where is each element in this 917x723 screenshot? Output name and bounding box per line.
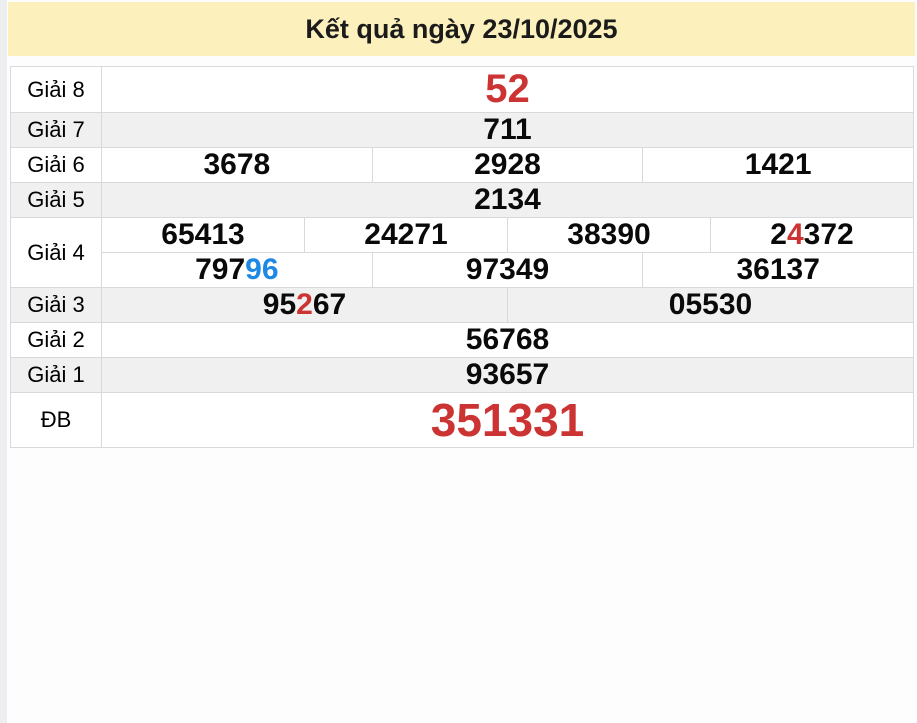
prize-line: 351331 [102, 393, 913, 447]
prize-values-giai-8: 52 [102, 67, 913, 112]
prize-number-cell: 93657 [102, 358, 913, 392]
prize-label-db: ĐB [11, 393, 102, 447]
prize-number-segment: 2928 [474, 148, 541, 181]
prize-row-giai-7: Giải 7 711 [11, 113, 913, 148]
prize-number-segment: 97349 [465, 253, 550, 286]
prize-number-cell: 65413 [102, 218, 304, 252]
prize-number-cell: 2134 [102, 183, 913, 217]
prize-line: 95 2 67 05530 [102, 288, 913, 322]
prize-number-segment: 3678 [203, 148, 271, 181]
prize-number-segment: 56768 [465, 323, 550, 356]
prize-values-db: 351331 [102, 393, 913, 447]
prize-number-cell: 797 96 [102, 253, 372, 287]
prize-number-segment: 2134 [474, 183, 541, 216]
prize-line: 52 [102, 67, 913, 112]
prize-row-db: ĐB 351331 [11, 393, 913, 448]
prize-number-segment: 93657 [465, 358, 550, 391]
prize-values-giai-7: 711 [102, 113, 913, 147]
prize-number-segment: 96 [245, 253, 279, 286]
prize-row-giai-4: Giải 4 65413 24271 38390 2 4 372 797 96 97349 3613… [11, 218, 913, 288]
prize-number-cell: 36137 [642, 253, 913, 287]
prize-number-cell: 3678 [102, 148, 372, 182]
prize-label-giai-8: Giải 8 [11, 67, 102, 112]
prize-label-giai-7: Giải 7 [11, 113, 102, 147]
prize-number-cell: 95 2 67 [102, 288, 507, 322]
prize-number-segment: 38390 [567, 218, 651, 251]
page-title: Kết quả ngày 23/10/2025 [305, 13, 618, 44]
prize-row-giai-5: Giải 5 2134 [11, 183, 913, 218]
results-table: Giải 8 52 Giải 7 711 Giải 6 3678 2928 1421 Giải … [10, 66, 914, 448]
prize-number-cell: 1421 [642, 148, 913, 182]
prize-number-cell: 38390 [507, 218, 710, 252]
prize-values-giai-2: 56768 [102, 323, 913, 357]
prize-number-segment: 351331 [430, 394, 585, 446]
prize-line: 65413 24271 38390 2 4 372 [102, 218, 913, 252]
prize-number-cell: 97349 [371, 253, 643, 287]
prize-number-segment: 2 [770, 218, 787, 251]
prize-values-giai-4: 65413 24271 38390 2 4 372 797 96 97349 36137 [102, 218, 913, 287]
prize-number-cell: 52 [102, 67, 913, 112]
results-header: Kết quả ngày 23/10/2025 [8, 2, 915, 56]
prize-number-segment: 24271 [364, 218, 448, 251]
prize-number-segment: 95 [262, 288, 297, 321]
prize-number-segment: 65413 [161, 218, 245, 251]
prize-row-giai-3: Giải 3 95 2 67 05530 [11, 288, 913, 323]
prize-values-giai-1: 93657 [102, 358, 913, 392]
prize-number-segment: 1421 [744, 148, 812, 181]
prize-row-giai-6: Giải 6 3678 2928 1421 [11, 148, 913, 183]
prize-number-segment: 4 [786, 218, 804, 251]
prize-number-segment: 05530 [668, 288, 753, 321]
prize-values-giai-6: 3678 2928 1421 [102, 148, 913, 182]
prize-number-segment: 372 [803, 218, 854, 251]
prize-number-cell: 2928 [371, 148, 643, 182]
prize-values-giai-3: 95 2 67 05530 [102, 288, 913, 322]
prize-label-giai-3: Giải 3 [11, 288, 102, 322]
prize-row-giai-8: Giải 8 52 [11, 67, 913, 113]
prize-number-segment: 2 [296, 288, 313, 321]
prize-label-giai-5: Giải 5 [11, 183, 102, 217]
prize-label-giai-1: Giải 1 [11, 358, 102, 392]
prize-line: 2134 [102, 183, 913, 217]
prize-row-giai-1: Giải 1 93657 [11, 358, 913, 393]
prize-number-cell: 56768 [102, 323, 913, 357]
prize-row-giai-2: Giải 2 56768 [11, 323, 913, 358]
prize-number-cell: 05530 [507, 288, 913, 322]
prize-label-giai-4: Giải 4 [11, 218, 102, 287]
prize-number-cell: 2 4 372 [710, 218, 913, 252]
prize-number-segment: 67 [312, 288, 347, 321]
prize-line: 3678 2928 1421 [102, 148, 913, 182]
prize-line: 711 [102, 113, 913, 147]
prize-line: 93657 [102, 358, 913, 392]
prize-values-giai-5: 2134 [102, 183, 913, 217]
prize-label-giai-6: Giải 6 [11, 148, 102, 182]
prize-number-segment: 52 [485, 67, 530, 111]
prize-number-cell: 711 [102, 113, 913, 147]
prize-number-cell: 351331 [102, 393, 913, 447]
prize-line: 56768 [102, 323, 913, 357]
prize-number-cell: 24271 [304, 218, 507, 252]
prize-label-giai-2: Giải 2 [11, 323, 102, 357]
prize-number-segment: 711 [483, 113, 532, 146]
prize-line: 797 96 97349 36137 [102, 252, 913, 287]
prize-number-segment: 797 [195, 253, 246, 286]
prize-number-segment: 36137 [736, 253, 820, 286]
